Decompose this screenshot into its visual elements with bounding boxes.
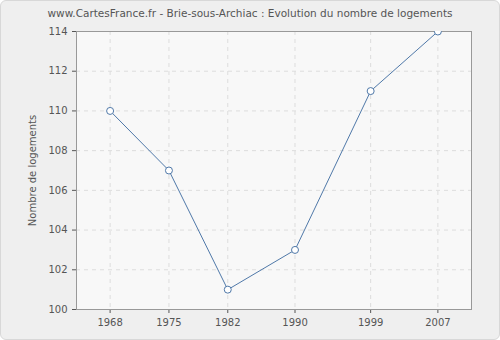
svg-text:2007: 2007 — [425, 317, 450, 328]
svg-text:100: 100 — [48, 304, 67, 315]
svg-text:1968: 1968 — [97, 317, 122, 328]
svg-text:102: 102 — [48, 264, 67, 275]
svg-text:104: 104 — [48, 224, 67, 235]
svg-text:1982: 1982 — [215, 317, 240, 328]
svg-text:110: 110 — [48, 105, 67, 116]
svg-text:1990: 1990 — [282, 317, 307, 328]
svg-text:1975: 1975 — [156, 317, 181, 328]
html-text:www.CartesFrance.fr - Brie-sou: www.CartesFrance.fr - Brie-sous-Archiac … — [47, 7, 453, 19]
svg-text:106: 106 — [48, 185, 67, 196]
svg-text:Nombre de logements: Nombre de logements — [27, 115, 38, 226]
svg-text:1999: 1999 — [358, 317, 383, 328]
svg-text:108: 108 — [48, 145, 67, 156]
svg-text:112: 112 — [48, 65, 67, 76]
svg-text:114: 114 — [48, 26, 67, 37]
